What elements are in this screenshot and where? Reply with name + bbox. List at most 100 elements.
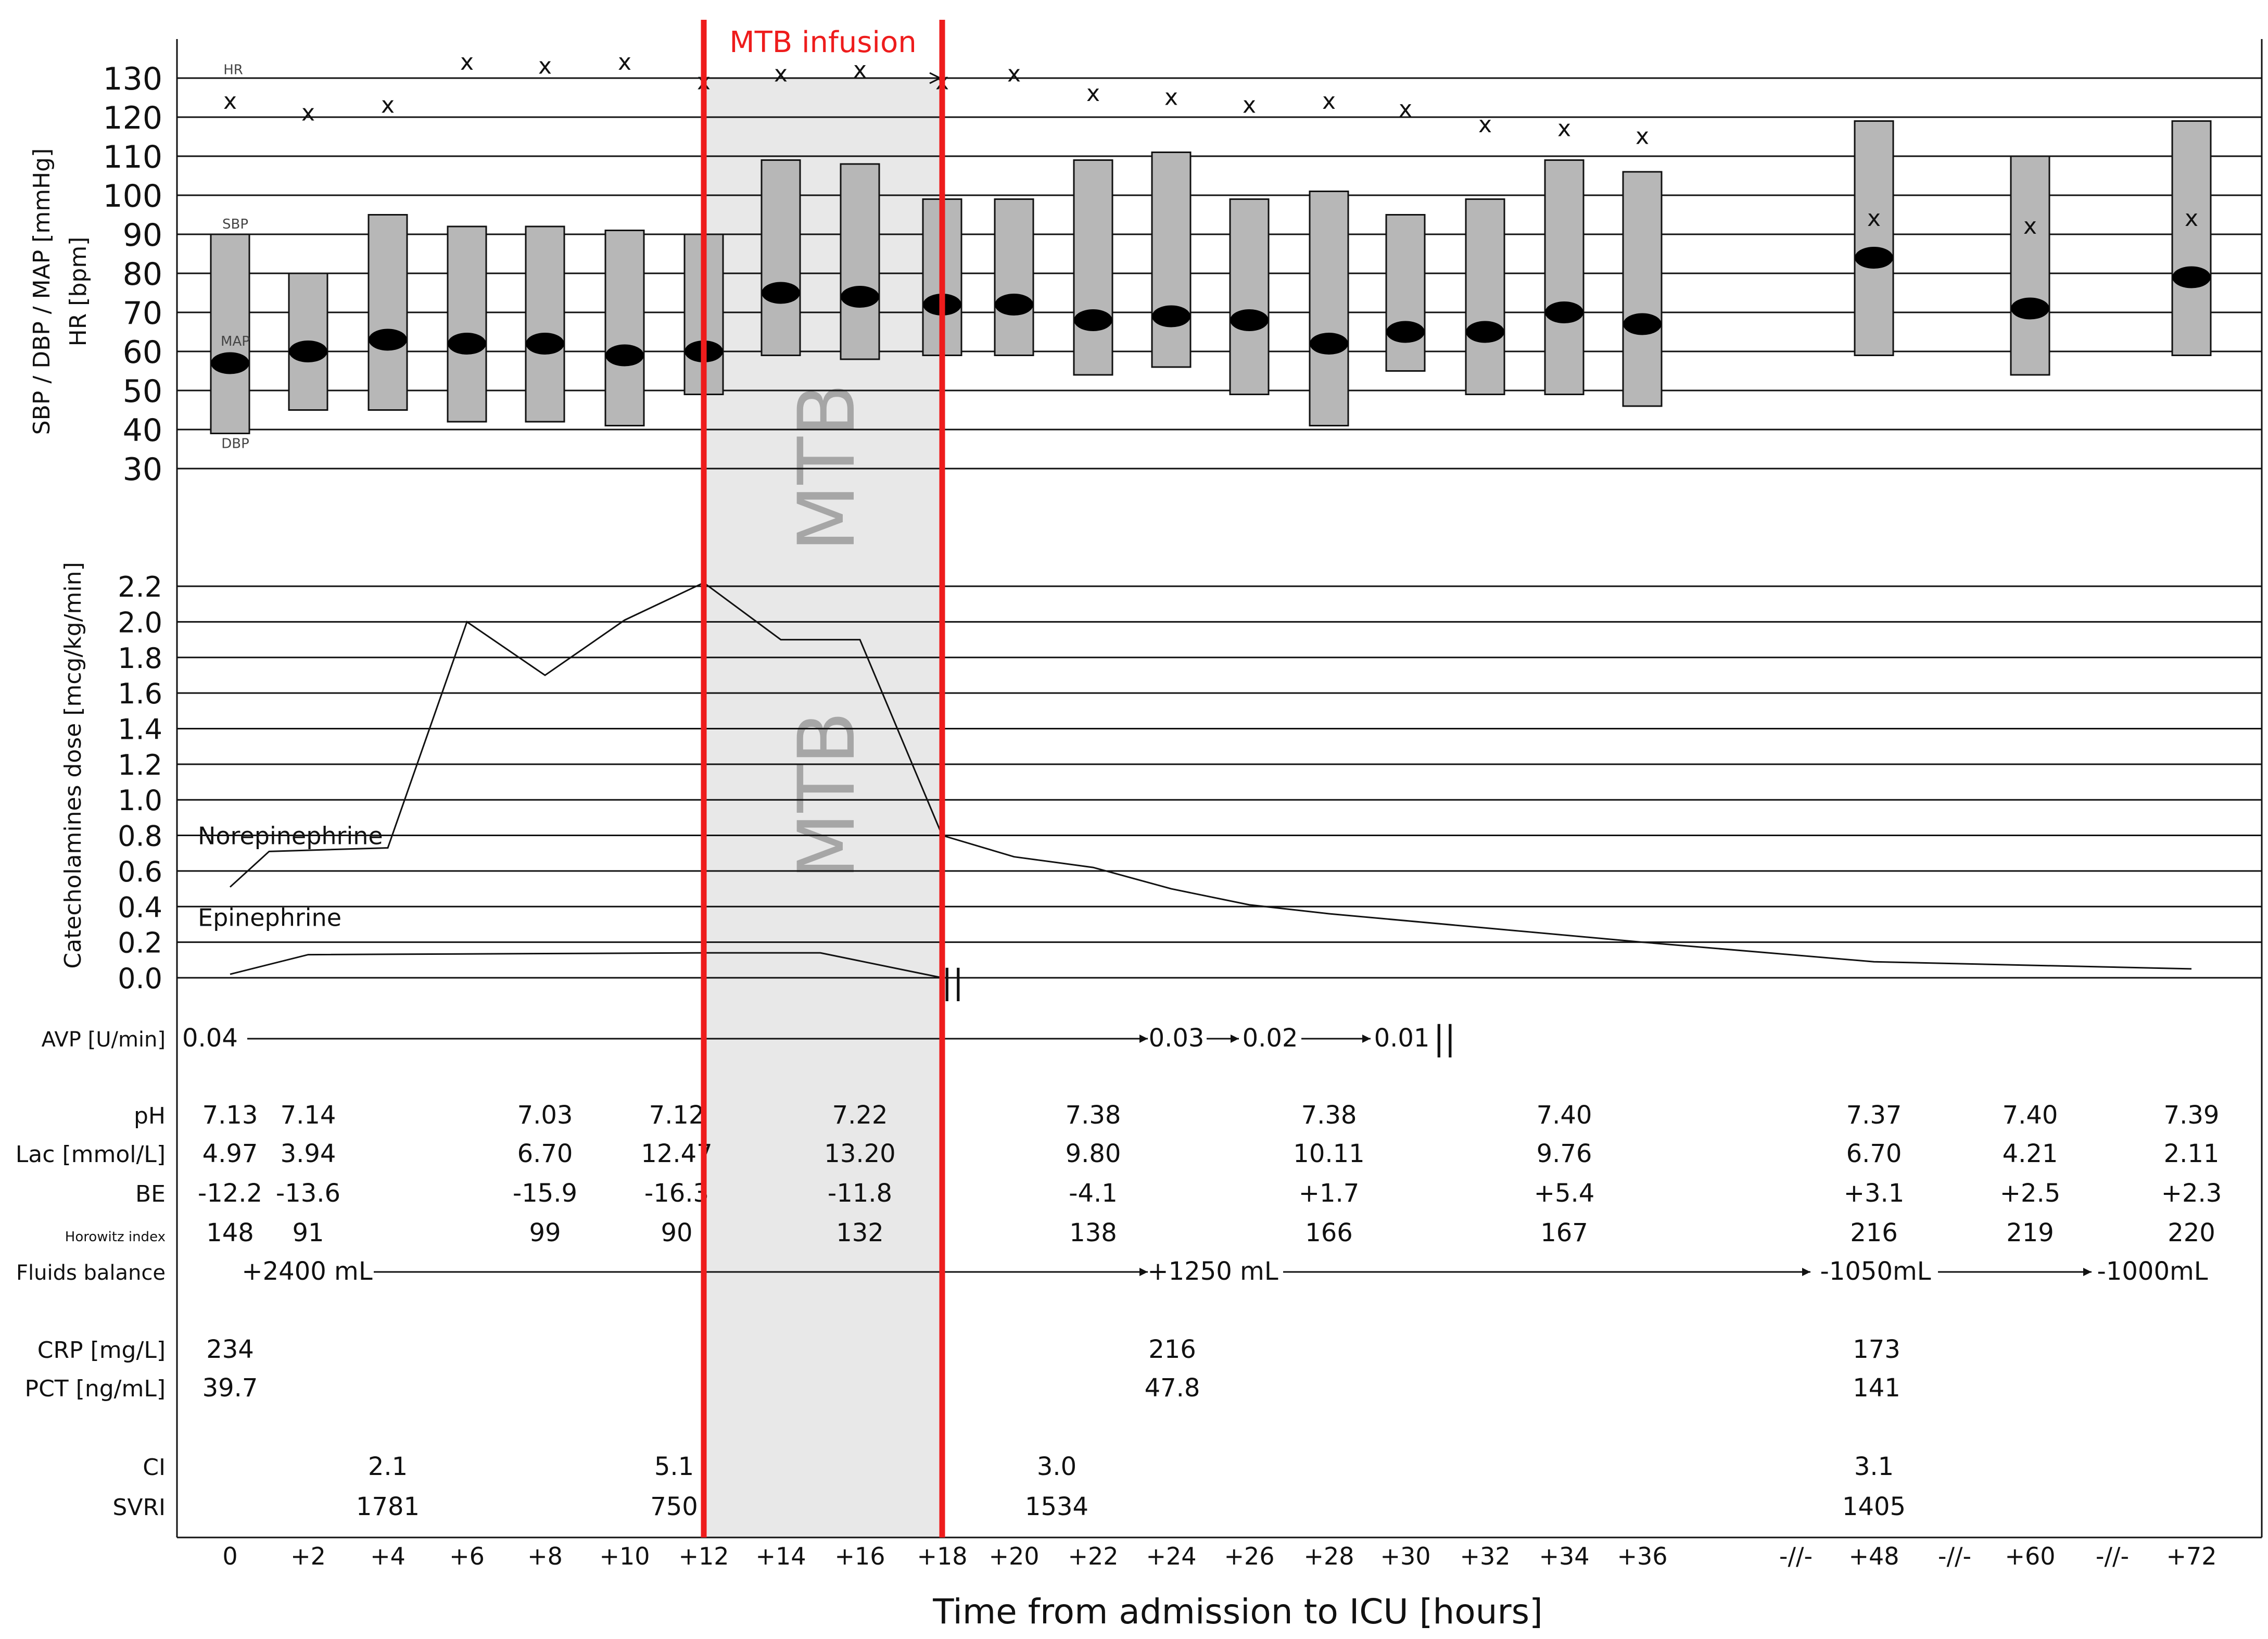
map-marker xyxy=(1545,301,1583,323)
map-marker xyxy=(1230,309,1269,331)
map-marker xyxy=(1855,247,1893,269)
lab-lac-value: 4.21 xyxy=(2003,1139,2058,1168)
svri-value: 1405 xyxy=(1842,1492,1906,1521)
hr-marker: x xyxy=(460,49,474,75)
bp-range-bar xyxy=(368,214,408,411)
hr-series-label: HR xyxy=(223,62,243,78)
x-tick-label: +22 xyxy=(1068,1542,1118,1570)
hr-marker: x xyxy=(301,100,315,127)
hr-marker: x xyxy=(538,53,552,80)
map-marker xyxy=(2011,297,2049,320)
map-marker xyxy=(995,294,1033,316)
x-tick-label: +2 xyxy=(290,1542,326,1570)
lab-be-value: -15.9 xyxy=(513,1179,577,1208)
dbp-series-label: DBP xyxy=(221,436,249,451)
ci-value: 3.0 xyxy=(1037,1452,1076,1481)
cat-ytick-label: 2.0 xyxy=(118,606,162,639)
bp-range-bar xyxy=(1854,120,1894,356)
lab-horowitz-value: 166 xyxy=(1305,1218,1353,1247)
svri-value: 1781 xyxy=(356,1492,420,1521)
x-tick-label: +10 xyxy=(599,1542,650,1570)
crp-value: 234 xyxy=(206,1335,254,1364)
norepinephrine-line xyxy=(229,582,2192,970)
map-marker xyxy=(841,286,879,308)
x-tick-label: +36 xyxy=(1617,1542,1667,1570)
bp-range-bar xyxy=(761,159,801,356)
cat-ytick-label: 1.8 xyxy=(118,642,162,675)
cat-ytick-label: 1.6 xyxy=(118,677,162,710)
x-tick-label: +34 xyxy=(1539,1542,1589,1570)
mtb-band xyxy=(704,77,942,1537)
epinephrine-label: Epinephrine xyxy=(198,904,341,932)
bp-range-bar xyxy=(1465,198,1505,395)
hr-marker: x xyxy=(618,49,631,75)
avp-stop-mark: || xyxy=(1433,1019,1455,1058)
cat-ylabel: Catecholamines dose [mcg/kg/min] xyxy=(60,562,86,968)
lab-lac-value: 2.11 xyxy=(2164,1139,2220,1168)
x-tick-label: +18 xyxy=(917,1542,967,1570)
x-tick-label: +32 xyxy=(1460,1542,1510,1570)
cat-ytick-label: 0.6 xyxy=(118,855,162,888)
lab-ph-value: 7.22 xyxy=(832,1101,888,1130)
map-marker xyxy=(448,333,486,355)
fluids-value-3: -1000mL xyxy=(2097,1257,2208,1286)
lab-lac-value: 6.70 xyxy=(517,1139,573,1168)
x-tick-label: +72 xyxy=(2166,1542,2216,1570)
lab-ph-value: 7.13 xyxy=(202,1101,258,1130)
ci-value: 3.1 xyxy=(1854,1452,1894,1481)
crp-label: CRP [mg/L] xyxy=(37,1337,166,1364)
svri-value: 1534 xyxy=(1025,1492,1088,1521)
x-axis-title: Time from admission to ICU [hours] xyxy=(932,1592,1542,1632)
cat-ytick-label: 0.2 xyxy=(118,927,162,960)
ci-label: CI xyxy=(143,1454,166,1481)
hemo-ytick-label: 30 xyxy=(123,451,162,488)
lab-be-value: -4.1 xyxy=(1069,1179,1118,1208)
cat-ytick-label: 1.2 xyxy=(118,749,162,781)
x-tick-label: +14 xyxy=(755,1542,806,1570)
fluids-arrow-1-head xyxy=(1139,1268,1148,1276)
avp-step-1: 0.02 xyxy=(1243,1024,1298,1053)
lab-ph-value: 7.38 xyxy=(1066,1101,1121,1130)
x-tick-label: +8 xyxy=(527,1542,563,1570)
x-tick-label: 0 xyxy=(222,1542,237,1570)
fluids-value-1: +1250 mL xyxy=(1147,1257,1278,1286)
epinephrine-stop-mark: || xyxy=(941,963,964,1002)
lab-horowitz-value: 90 xyxy=(661,1218,692,1247)
crp-value: 216 xyxy=(1148,1335,1196,1364)
bp-range-bar xyxy=(1073,159,1113,376)
map-marker xyxy=(1310,333,1348,355)
lab-horowitz-value: 216 xyxy=(1850,1218,1898,1247)
avp-arrow-1-head xyxy=(1139,1035,1148,1043)
map-marker xyxy=(1074,309,1112,331)
map-marker xyxy=(1623,313,1662,335)
avp-step-0: 0.03 xyxy=(1149,1024,1205,1053)
hr-marker: x xyxy=(1557,116,1571,142)
cat-ytick-label: 1.4 xyxy=(118,713,162,746)
lab-ph-value: 7.39 xyxy=(2164,1101,2220,1130)
hr-marker: x xyxy=(1636,123,1649,150)
bp-range-bar xyxy=(840,163,880,360)
x-axis-break-1: -//- xyxy=(1938,1542,1971,1570)
bp-range-bar xyxy=(604,230,645,426)
avp-step-2: 0.01 xyxy=(1374,1024,1430,1053)
hemo-ytick-label: 80 xyxy=(123,256,162,293)
cat-ytick-label: 2.2 xyxy=(118,571,162,603)
pct-value: 47.8 xyxy=(1145,1373,1200,1403)
lab-ph-value: 7.03 xyxy=(517,1101,573,1130)
norepinephrine-label: Norepinephrine xyxy=(198,822,383,850)
map-marker xyxy=(211,352,249,374)
lab-lac-value: 12.47 xyxy=(641,1139,712,1168)
avp-label: AVP [U/min] xyxy=(42,1028,166,1052)
hemo-ylabel-line2: HR [bpm] xyxy=(65,237,92,347)
lab-be-value: +2.3 xyxy=(2161,1179,2222,1208)
lab-ph-value: 7.14 xyxy=(281,1101,336,1130)
lab-lac-value: 9.80 xyxy=(1066,1139,1121,1168)
hemo-ytick-label: 90 xyxy=(123,217,162,254)
hr-marker: x xyxy=(1086,80,1100,107)
cat-ytick-label: 1.0 xyxy=(118,784,162,817)
x-axis-break-0: -//- xyxy=(1779,1542,1813,1570)
hemo-ytick-label: 40 xyxy=(123,412,162,449)
svri-value: 750 xyxy=(650,1492,698,1521)
bp-range-bar xyxy=(1385,214,1426,372)
